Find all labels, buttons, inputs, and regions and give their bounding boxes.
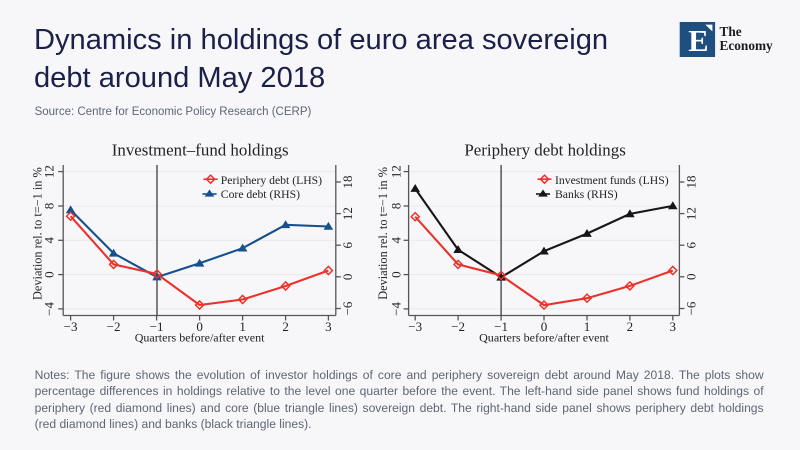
svg-text:12: 12 xyxy=(42,165,57,178)
svg-text:0: 0 xyxy=(683,274,698,281)
svg-text:0: 0 xyxy=(340,274,355,281)
svg-text:0: 0 xyxy=(42,271,57,278)
svg-text:Periphery debt holdings: Periphery debt holdings xyxy=(464,141,625,160)
svg-text:Periphery debt (LHS): Periphery debt (LHS) xyxy=(221,174,322,187)
svg-text:3: 3 xyxy=(670,319,677,334)
svg-text:8: 8 xyxy=(389,203,404,210)
svg-text:18: 18 xyxy=(683,176,698,189)
svg-text:−3: −3 xyxy=(64,319,78,334)
svg-text:Quarters before/after event: Quarters before/after event xyxy=(479,330,609,344)
svg-text:Investment–fund holdings: Investment–fund holdings xyxy=(112,141,289,160)
svg-text:Quarters before/after event: Quarters before/after event xyxy=(135,330,265,344)
svg-text:−6: −6 xyxy=(340,301,355,315)
svg-text:−3: −3 xyxy=(408,319,422,334)
svg-text:Deviation rel. to t=−1 in %: Deviation rel. to t=−1 in % xyxy=(31,167,45,300)
svg-text:8: 8 xyxy=(42,203,57,210)
svg-text:4: 4 xyxy=(42,237,57,244)
svg-text:12: 12 xyxy=(389,165,404,178)
svg-text:Banks (RHS): Banks (RHS) xyxy=(555,188,618,201)
svg-text:−4: −4 xyxy=(42,301,57,315)
svg-text:Economy: Economy xyxy=(720,38,774,53)
svg-text:18: 18 xyxy=(340,176,355,189)
svg-text:12: 12 xyxy=(340,207,355,220)
svg-text:1: 1 xyxy=(584,319,591,334)
svg-text:−1: −1 xyxy=(150,319,164,334)
svg-text:Core debt (RHS): Core debt (RHS) xyxy=(221,188,300,201)
svg-text:−2: −2 xyxy=(451,319,465,334)
svg-text:0: 0 xyxy=(196,319,203,334)
svg-text:−4: −4 xyxy=(389,301,404,315)
svg-text:6: 6 xyxy=(683,241,698,248)
svg-text:E: E xyxy=(688,24,708,58)
svg-text:The: The xyxy=(720,24,742,39)
svg-text:4: 4 xyxy=(389,237,404,244)
svg-text:2: 2 xyxy=(282,319,289,334)
svg-text:−2: −2 xyxy=(107,319,121,334)
svg-text:Investment funds (LHS): Investment funds (LHS) xyxy=(555,174,669,187)
svg-text:12: 12 xyxy=(683,207,698,220)
svg-text:−6: −6 xyxy=(683,301,698,315)
svg-text:2: 2 xyxy=(627,319,634,334)
svg-text:0: 0 xyxy=(389,271,404,278)
svg-text:0: 0 xyxy=(541,319,548,334)
svg-text:1: 1 xyxy=(239,319,246,334)
svg-text:3: 3 xyxy=(325,319,332,334)
svg-text:Deviation rel. to t=−1 in %: Deviation rel. to t=−1 in % xyxy=(376,167,390,300)
svg-text:6: 6 xyxy=(340,241,355,248)
svg-text:−1: −1 xyxy=(494,319,508,334)
